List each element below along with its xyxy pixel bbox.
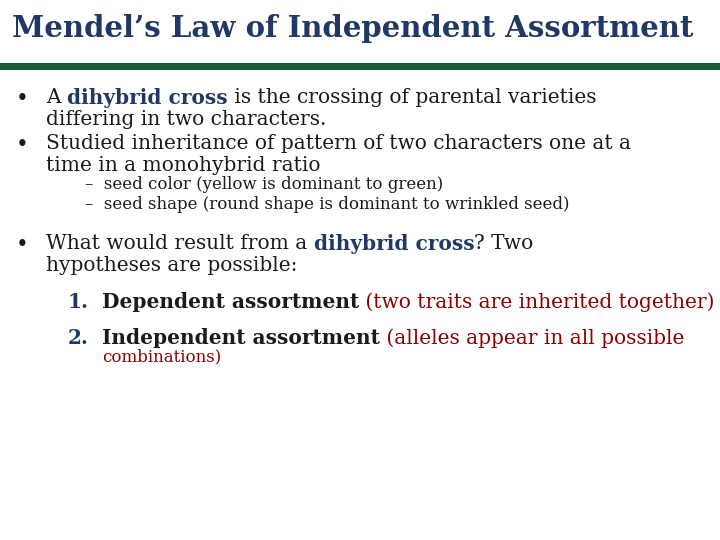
Bar bbox=[0, 63, 720, 70]
Text: combinations): combinations) bbox=[102, 348, 221, 365]
Text: –  seed color (yellow is dominant to green): – seed color (yellow is dominant to gree… bbox=[85, 176, 444, 193]
Text: A: A bbox=[46, 88, 67, 107]
Text: dihybrid cross: dihybrid cross bbox=[314, 234, 474, 254]
Text: (two traits are inherited together): (two traits are inherited together) bbox=[359, 292, 720, 312]
Text: •: • bbox=[16, 134, 29, 156]
Text: is the crossing of parental varieties: is the crossing of parental varieties bbox=[228, 88, 596, 107]
Text: Dependent assortment: Dependent assortment bbox=[102, 292, 359, 312]
Text: Independent assortment: Independent assortment bbox=[102, 328, 380, 348]
Text: (alleles appear in all possible: (alleles appear in all possible bbox=[380, 328, 684, 348]
Text: •: • bbox=[16, 88, 29, 110]
Text: –  seed shape (round shape is dominant to wrinkled seed): – seed shape (round shape is dominant to… bbox=[85, 196, 570, 213]
Text: Studied inheritance of pattern of two characters one at a: Studied inheritance of pattern of two ch… bbox=[46, 134, 631, 153]
Text: hypotheses are possible:: hypotheses are possible: bbox=[46, 256, 297, 275]
Text: •: • bbox=[16, 234, 29, 256]
Text: ? Two: ? Two bbox=[474, 234, 534, 253]
Text: What would result from a: What would result from a bbox=[46, 234, 314, 253]
Text: time in a monohybrid ratio: time in a monohybrid ratio bbox=[46, 156, 320, 175]
Text: differing in two characters.: differing in two characters. bbox=[46, 110, 326, 129]
Text: Mendel’s Law of Independent Assortment: Mendel’s Law of Independent Assortment bbox=[12, 14, 693, 43]
Text: 1.: 1. bbox=[68, 292, 89, 312]
Text: dihybrid cross: dihybrid cross bbox=[67, 88, 228, 108]
Text: 2.: 2. bbox=[68, 328, 89, 348]
